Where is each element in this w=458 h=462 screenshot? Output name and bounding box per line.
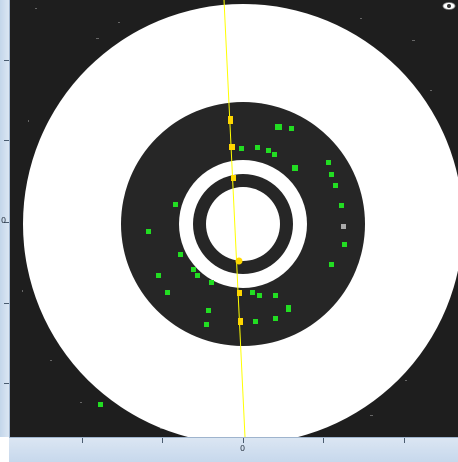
vertical-ruler-zero-label: 0 xyxy=(1,216,7,225)
line-marker[interactable] xyxy=(238,318,243,325)
ruler-tick xyxy=(4,222,9,223)
detection-point[interactable] xyxy=(253,319,258,324)
line-marker[interactable] xyxy=(228,116,233,124)
detection-point[interactable] xyxy=(209,280,214,285)
detection-point[interactable] xyxy=(178,252,183,257)
detection-point[interactable] xyxy=(286,305,291,312)
line-markers xyxy=(228,116,243,325)
detection-point[interactable] xyxy=(250,290,255,295)
detection-point[interactable] xyxy=(292,165,298,171)
vertical-ruler: 0 xyxy=(0,0,10,437)
ruler-tick xyxy=(82,438,83,443)
detection-point[interactable] xyxy=(289,126,294,131)
detection-point[interactable] xyxy=(206,308,211,313)
target-scene xyxy=(10,0,458,437)
detection-point[interactable] xyxy=(98,402,103,407)
detection-point[interactable] xyxy=(333,183,338,188)
ruler-tick xyxy=(4,303,9,304)
detection-point[interactable] xyxy=(326,160,331,165)
detection-point[interactable] xyxy=(273,316,278,321)
detection-point[interactable] xyxy=(257,293,262,298)
detection-point[interactable] xyxy=(275,124,282,130)
detection-point[interactable] xyxy=(266,148,271,153)
reference-point[interactable] xyxy=(341,224,346,229)
detection-points xyxy=(98,124,347,407)
detection-point[interactable] xyxy=(339,203,344,208)
line-marker[interactable] xyxy=(229,144,235,150)
line-marker[interactable] xyxy=(231,175,236,181)
ruler-tick xyxy=(4,60,9,61)
ruler-tick xyxy=(404,438,405,443)
detection-point[interactable] xyxy=(195,273,200,278)
detection-point[interactable] xyxy=(239,146,244,151)
ruler-tick xyxy=(243,438,244,443)
ruler-tick xyxy=(4,383,9,384)
detection-point[interactable] xyxy=(273,293,278,298)
detection-point[interactable] xyxy=(272,152,277,157)
detection-point[interactable] xyxy=(156,273,161,278)
horizontal-ruler-zero-label: 0 xyxy=(240,444,246,453)
detection-point[interactable] xyxy=(329,262,334,267)
ruler-tick xyxy=(323,438,324,443)
measurement-line[interactable] xyxy=(223,0,246,437)
detection-point[interactable] xyxy=(146,229,151,234)
image-viewport[interactable] xyxy=(10,0,458,437)
ruler-tick xyxy=(162,438,163,443)
detection-point[interactable] xyxy=(342,242,347,247)
horizontal-ruler: 0 xyxy=(9,437,458,462)
center-white-disc xyxy=(206,187,280,261)
eye-icon[interactable] xyxy=(442,1,456,11)
detection-point[interactable] xyxy=(329,172,334,177)
detection-point[interactable] xyxy=(255,145,260,150)
detection-point[interactable] xyxy=(191,267,196,272)
detection-point[interactable] xyxy=(165,290,170,295)
line-marker[interactable] xyxy=(237,290,242,296)
detection-point[interactable] xyxy=(173,202,178,207)
ruler-tick xyxy=(4,140,9,141)
line-marker[interactable] xyxy=(235,257,243,265)
detection-point[interactable] xyxy=(204,322,209,327)
